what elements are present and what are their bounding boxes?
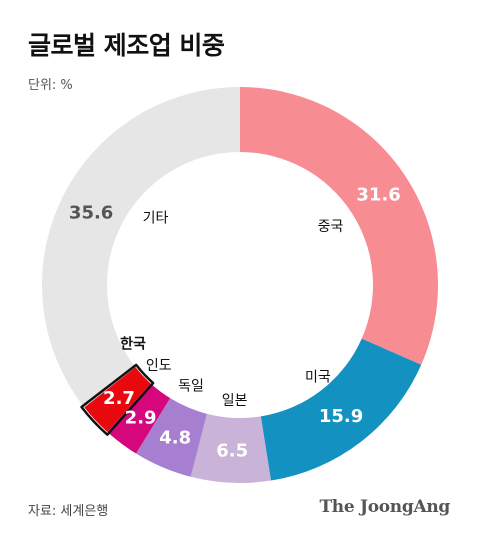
highlight-outline bbox=[80, 363, 155, 436]
slice-2-arc bbox=[260, 338, 422, 481]
unit-label: 단위: % bbox=[28, 78, 73, 93]
slice-7-value: 35.6 bbox=[69, 203, 113, 224]
slice-7-arc bbox=[42, 87, 240, 408]
slice-1-arc bbox=[240, 87, 438, 365]
slice-5-label: 인도 bbox=[146, 358, 172, 374]
chart-title: 글로벌 제조업 비중 bbox=[28, 31, 225, 60]
source-note: 자료: 세계은행 bbox=[28, 504, 109, 519]
slice-2-label: 미국 bbox=[305, 369, 331, 385]
slice-5-arc bbox=[107, 383, 171, 454]
slice-3-label: 일본 bbox=[222, 393, 248, 409]
slice-3-arc bbox=[190, 413, 271, 483]
slice-3-value: 6.5 bbox=[216, 440, 248, 461]
slice-6-value: 2.7 bbox=[103, 388, 135, 409]
slice-value-labels: 31.6 15.9 6.5 4.82.92.7 35.6 bbox=[69, 185, 401, 462]
donut-slices bbox=[42, 87, 438, 483]
slice-7-label: 기타 bbox=[143, 211, 169, 227]
slice-5-value: 2.9 bbox=[125, 407, 157, 428]
slice-4-arc bbox=[136, 398, 207, 477]
slice-1-value: 31.6 bbox=[356, 185, 400, 206]
slice-6-label: 한국 bbox=[120, 337, 146, 353]
brand-logo-text: The JoongAng bbox=[319, 497, 450, 517]
slice-1-label: 중국 bbox=[318, 219, 344, 235]
slice-6-arc bbox=[84, 367, 151, 432]
slice-2-value: 15.9 bbox=[319, 406, 363, 427]
slice-4-label: 독일 bbox=[178, 379, 204, 395]
slice-4-value: 4.8 bbox=[159, 427, 191, 448]
